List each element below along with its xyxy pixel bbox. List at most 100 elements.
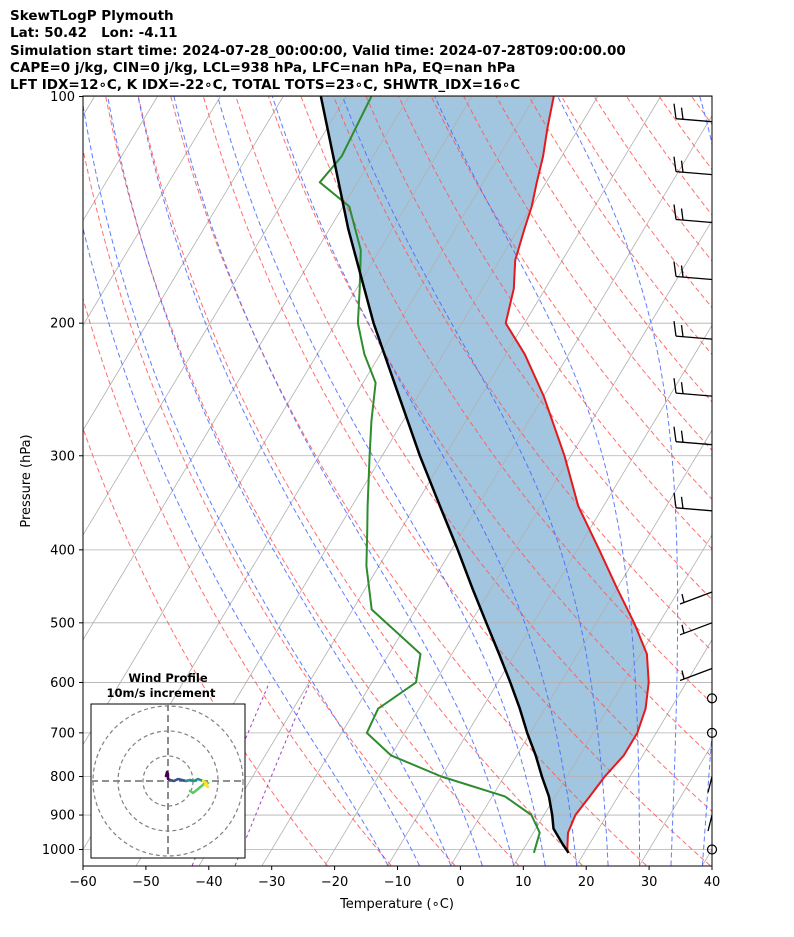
time-line: Simulation start time: 2024-07-28_00:00:… xyxy=(10,42,626,59)
barb-flag xyxy=(680,265,684,278)
isotherm-line xyxy=(324,219,712,866)
hodograph-area xyxy=(91,704,245,858)
isotherm-line xyxy=(576,639,712,866)
wind-barb xyxy=(673,492,713,512)
barb-flag xyxy=(680,382,684,394)
barb-shaft xyxy=(675,441,713,446)
chart-header: SkewTLogP Plymouth Lat: 50.42 Lon: -4.11… xyxy=(10,8,626,94)
dry-adiabat xyxy=(83,146,456,866)
isotherm-line xyxy=(83,96,95,117)
barb-flag xyxy=(673,321,677,337)
x-tick-label: 30 xyxy=(641,875,658,890)
barb-flag xyxy=(681,593,685,603)
barb-flag xyxy=(673,261,677,277)
wind-barb xyxy=(679,591,713,605)
barb-flag xyxy=(680,160,684,173)
barb-flag xyxy=(673,204,677,220)
hodograph-trace xyxy=(168,777,188,783)
dry-adiabat xyxy=(430,96,712,500)
x-tick-label: −50 xyxy=(132,875,159,890)
chart-title: SkewTLogP Plymouth xyxy=(10,8,174,24)
y-tick-label: 600 xyxy=(50,676,75,691)
isotherm-line xyxy=(261,114,712,866)
wind-barb xyxy=(706,727,718,738)
barb-shaft xyxy=(707,776,713,793)
wind-barb xyxy=(673,426,713,446)
hodograph-trace xyxy=(184,777,205,783)
barb-shaft xyxy=(675,171,713,176)
wind-barb xyxy=(679,622,713,636)
x-tick-label: −40 xyxy=(195,875,222,890)
dry-adiabat xyxy=(691,96,712,126)
y-tick-label: 500 xyxy=(50,616,75,631)
moist-adiabat xyxy=(83,101,420,866)
wind-barb xyxy=(706,844,718,855)
parcel-shading xyxy=(320,96,649,853)
calm-wind-circle xyxy=(706,844,718,855)
barb-shaft xyxy=(675,507,713,512)
hodograph-trace xyxy=(164,770,172,782)
index-line: LFT IDX=12∘C, K IDX=-22∘C, TOTAL TOTS=23… xyxy=(10,77,521,94)
dry-adiabat xyxy=(235,96,712,813)
isotherm-line xyxy=(83,96,473,746)
dry-adiabat xyxy=(83,296,392,866)
y-tick-label: 400 xyxy=(50,543,75,558)
barb-shaft xyxy=(675,118,713,123)
isotherm-line xyxy=(387,324,712,866)
barb-flag xyxy=(680,430,684,443)
y-tick-label: 300 xyxy=(50,449,75,464)
barb-flag xyxy=(673,103,677,119)
wind-barb xyxy=(673,261,713,281)
barb-shaft xyxy=(675,392,713,397)
wind-barb xyxy=(707,814,713,832)
wind-barb xyxy=(673,103,713,123)
barb-flag xyxy=(673,156,677,172)
x-tick-label: 20 xyxy=(578,875,595,890)
dry-adiabat xyxy=(300,96,712,705)
x-tick-label: 40 xyxy=(704,875,721,890)
barb-flag xyxy=(680,325,684,337)
wind-barb xyxy=(673,204,713,224)
dry-adiabat xyxy=(463,96,712,452)
barb-shaft xyxy=(679,591,713,605)
moist-adiabat xyxy=(137,96,483,866)
isotherm-line xyxy=(702,848,712,866)
wind-barb xyxy=(679,667,713,682)
dry-adiabat xyxy=(170,96,647,866)
hodograph-subtitle: 10m/s increment xyxy=(107,686,216,700)
barb-flag xyxy=(681,670,685,680)
barb-flag xyxy=(680,208,684,221)
barb-flag xyxy=(680,496,684,509)
barb-flag xyxy=(680,107,684,120)
wind-barb xyxy=(673,156,713,176)
wind-barb xyxy=(707,776,713,793)
dry-adiabat xyxy=(724,97,794,866)
moist-adiabat xyxy=(342,96,609,866)
isotherm-line xyxy=(513,534,712,866)
x-tick-label: −20 xyxy=(321,875,348,890)
barb-flag xyxy=(673,378,677,394)
calm-wind-circle xyxy=(706,727,718,738)
barb-shaft xyxy=(679,667,713,682)
dewpoint-line xyxy=(318,96,541,854)
x-axis-label: Temperature (∘C) xyxy=(339,897,454,912)
wind-barb xyxy=(673,378,713,397)
dry-adiabat xyxy=(268,96,712,758)
y-tick-label: 1000 xyxy=(42,843,75,858)
barb-flag xyxy=(673,426,677,442)
dry-adiabat xyxy=(757,97,794,866)
hodograph-trace xyxy=(201,779,210,789)
y-tick-label: 100 xyxy=(50,90,75,105)
calm-wind-circle xyxy=(706,693,718,704)
moist-adiabat xyxy=(83,225,389,866)
cape-line: CAPE=0 j/kg, CIN=0 j/kg, LCL=938 hPa, LF… xyxy=(10,59,516,76)
isotherm-line xyxy=(83,96,347,536)
barb-shaft xyxy=(675,218,713,224)
wind-barb xyxy=(706,693,718,704)
moist-adiabat xyxy=(173,96,515,866)
moist-adiabat xyxy=(557,96,679,866)
y-tick-label: 800 xyxy=(50,770,75,785)
dry-adiabat xyxy=(105,96,520,866)
isotherm-line xyxy=(639,743,712,866)
x-tick-label: 0 xyxy=(456,875,464,890)
